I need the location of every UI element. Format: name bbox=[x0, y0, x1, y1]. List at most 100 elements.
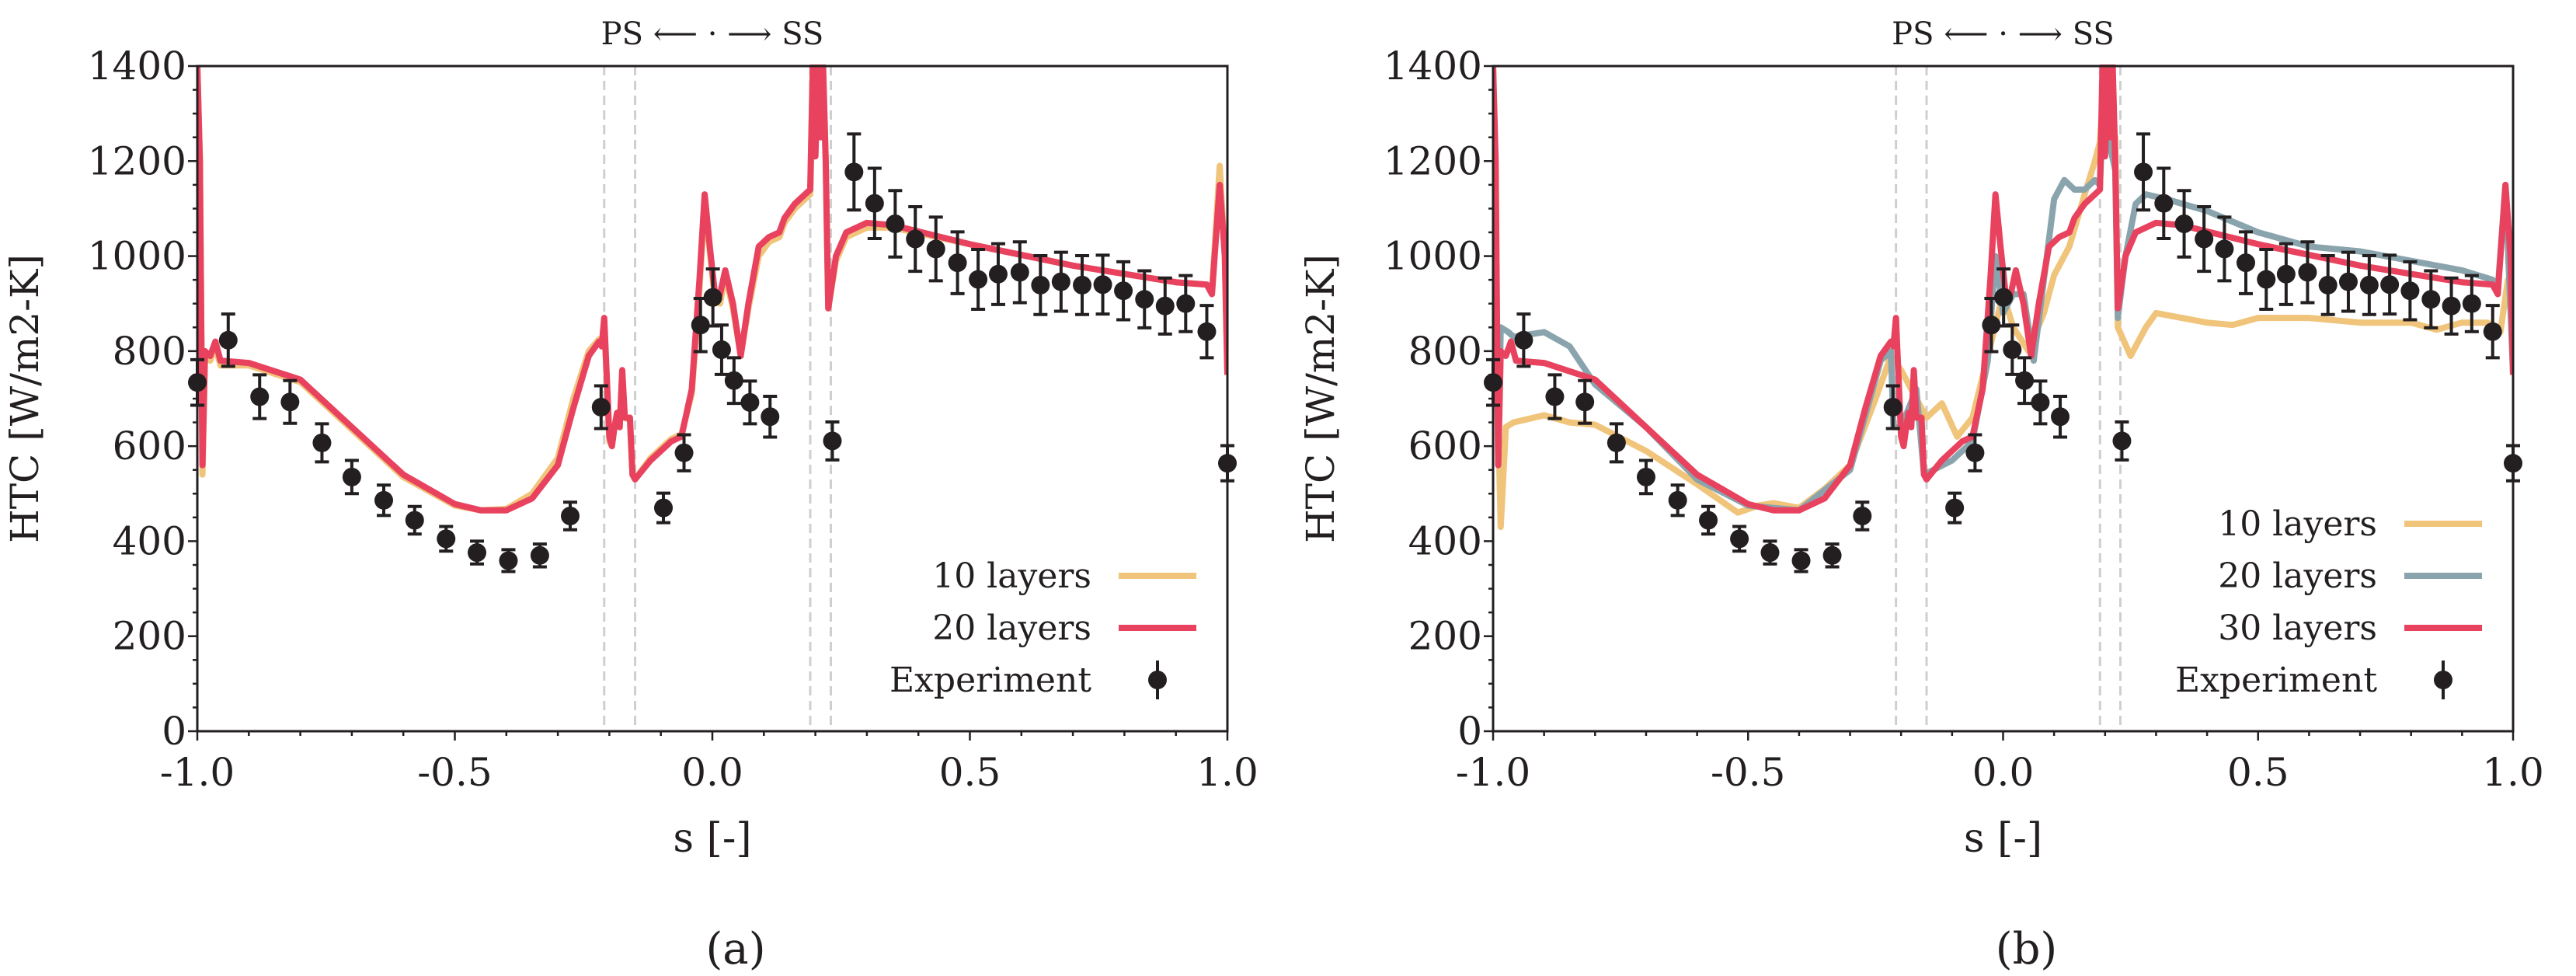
experiment-point bbox=[1031, 253, 1050, 316]
y-tick-label: 0 bbox=[1457, 709, 1482, 754]
experiment-point bbox=[2318, 253, 2338, 316]
experiment-point bbox=[1791, 548, 1811, 573]
experiment-point bbox=[1545, 373, 1565, 420]
experiment-point bbox=[2400, 260, 2420, 322]
y-tick-label: 1200 bbox=[1384, 138, 1482, 183]
experiment-point bbox=[1853, 500, 1872, 532]
experiment-point bbox=[2380, 253, 2400, 316]
data-point bbox=[2276, 264, 2296, 284]
experiment-point bbox=[1575, 378, 1595, 425]
ps-ss-header: PS ⟵ · ⟶ SS bbox=[601, 16, 824, 52]
data-point bbox=[844, 162, 864, 182]
data-point bbox=[1607, 433, 1626, 452]
data-point bbox=[906, 229, 925, 249]
experiment-point bbox=[2257, 248, 2276, 312]
experiment-point bbox=[865, 166, 884, 240]
data-point bbox=[2442, 296, 2461, 315]
data-point bbox=[2015, 371, 2035, 390]
data-point bbox=[654, 498, 674, 518]
experiment-point bbox=[1668, 483, 1687, 518]
legend-label: Experiment bbox=[2175, 661, 2377, 700]
data-point bbox=[1730, 529, 1749, 549]
experiment-point bbox=[1982, 296, 2001, 354]
experiment-point bbox=[499, 548, 518, 573]
data-point bbox=[969, 270, 988, 289]
experiment-point bbox=[2298, 240, 2317, 305]
data-point bbox=[674, 443, 694, 462]
experiment-point bbox=[1883, 384, 1902, 430]
data-point bbox=[2483, 322, 2502, 341]
experiment-point bbox=[2215, 215, 2234, 283]
experiment-point bbox=[1514, 312, 1533, 368]
experiment-point bbox=[2174, 189, 2194, 259]
data-point bbox=[1822, 546, 1842, 565]
y-tick-label: 400 bbox=[1408, 518, 1482, 563]
panel-caption: (a) bbox=[705, 924, 765, 974]
data-point bbox=[740, 392, 760, 412]
x-tick-label: 1.0 bbox=[1196, 750, 1258, 795]
x-tick-label: 1.0 bbox=[2482, 750, 2544, 795]
y-tick-label: 200 bbox=[1408, 614, 1482, 659]
experiment-point bbox=[591, 384, 611, 430]
data-point bbox=[2318, 275, 2338, 295]
data-point bbox=[691, 315, 710, 335]
data-point bbox=[724, 371, 743, 390]
y-tick-label: 400 bbox=[113, 518, 186, 563]
legend-label: 20 layers bbox=[932, 608, 1091, 648]
y-tick-label: 1200 bbox=[88, 138, 186, 183]
data-point bbox=[1176, 294, 1196, 313]
data-point bbox=[1073, 275, 1092, 295]
data-point bbox=[1197, 322, 1217, 341]
data-point bbox=[1668, 490, 1687, 510]
experiment-point bbox=[2015, 356, 2035, 406]
y-tick-label: 200 bbox=[113, 614, 186, 659]
experiment-point bbox=[1176, 274, 1196, 333]
data-point bbox=[1965, 443, 1985, 462]
data-point bbox=[530, 546, 549, 565]
experiment-point bbox=[703, 267, 722, 328]
data-point bbox=[1791, 551, 1811, 570]
x-tick-label: -1.0 bbox=[1456, 750, 1530, 795]
experiment-point bbox=[405, 504, 424, 536]
data-point bbox=[2338, 272, 2358, 291]
experiment-point bbox=[886, 189, 905, 259]
experiment-point bbox=[2462, 274, 2481, 333]
data-point bbox=[712, 340, 731, 360]
experiment-point bbox=[2483, 304, 2502, 360]
experiment-point bbox=[250, 373, 270, 420]
experiment-point bbox=[2031, 379, 2050, 426]
data-point bbox=[374, 490, 394, 510]
data-point bbox=[2112, 431, 2132, 451]
x-tick-label: -1.0 bbox=[160, 750, 235, 795]
experiment-point bbox=[280, 378, 300, 425]
y-tick-label: 1000 bbox=[1384, 234, 1482, 279]
experiment-point bbox=[437, 525, 456, 553]
data-point bbox=[823, 431, 842, 451]
experiment-point bbox=[1197, 304, 1217, 360]
experiment-point bbox=[988, 242, 1008, 306]
legend-label: 30 layers bbox=[2218, 608, 2377, 648]
experiment-point bbox=[1730, 525, 1749, 553]
data-point bbox=[2236, 253, 2255, 273]
experiment-point bbox=[1965, 433, 1985, 472]
data-point bbox=[2134, 162, 2153, 182]
data-point bbox=[1514, 330, 1533, 350]
data-point bbox=[2174, 214, 2194, 233]
y-tick-label: 600 bbox=[113, 424, 186, 469]
ps-ss-header: PS ⟵ · ⟶ SS bbox=[1892, 16, 2115, 52]
experiment-point bbox=[468, 539, 487, 566]
legend-label: 20 layers bbox=[2218, 556, 2377, 596]
data-point bbox=[2400, 281, 2420, 301]
experiment-point bbox=[761, 394, 780, 439]
data-point bbox=[2031, 392, 2050, 412]
experiment-point bbox=[2442, 276, 2461, 336]
data-point bbox=[468, 543, 487, 563]
experiment-point bbox=[2276, 242, 2296, 306]
experiment-point bbox=[561, 500, 580, 532]
y-tick-label: 800 bbox=[1408, 329, 1482, 374]
x-tick-label: 0.5 bbox=[939, 750, 1001, 795]
x-tick-label: -0.5 bbox=[417, 750, 492, 795]
experiment-point bbox=[1607, 422, 1626, 464]
y-tick-label: 1400 bbox=[1384, 44, 1482, 89]
